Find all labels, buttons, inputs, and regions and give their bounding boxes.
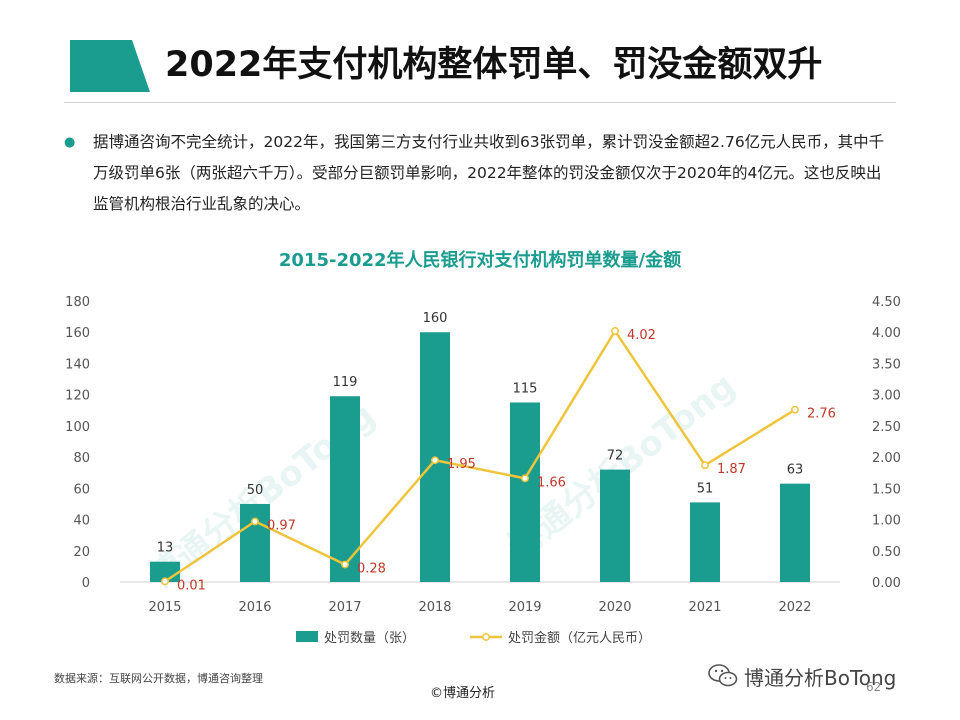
x-tick-label: 2020 — [598, 600, 631, 615]
line-point — [611, 327, 619, 335]
bar — [240, 503, 270, 582]
copyright-text: ©博通分析 — [430, 686, 496, 701]
title-accent-block — [70, 40, 150, 92]
x-tick-label: 2016 — [238, 600, 271, 615]
x-tick-label: 2018 — [418, 600, 451, 615]
legend-label-line: 处罚金额（亿元人民币） — [508, 630, 651, 646]
x-tick-label: 2021 — [688, 600, 721, 615]
y-right-tick-label: 0.00 — [872, 576, 901, 591]
y-left-tick-label: 160 — [65, 326, 90, 341]
bar — [690, 502, 720, 582]
bar-data-label: 63 — [787, 463, 804, 478]
y-left-tick-label: 40 — [73, 514, 90, 529]
line-point — [431, 456, 439, 465]
legend-label-bar: 处罚数量（张） — [324, 631, 415, 646]
wechat-icon — [708, 664, 738, 687]
y-right-tick-label: 2.00 — [872, 451, 901, 466]
bullet-dot-icon: ● — [64, 135, 76, 150]
y-right-tick-label: 4.00 — [872, 326, 901, 341]
y-right-tick-label: 0.50 — [872, 545, 901, 560]
bar-data-label: 72 — [607, 449, 624, 464]
line-data-label: 1.87 — [717, 462, 746, 477]
data-source-note: 数据来源：互联网公开数据，博通咨询整理 — [54, 672, 263, 685]
title-accent-shape — [70, 40, 150, 92]
summary-text: 据博通咨询不完全统计，2022年，我国第三方支付行业共收到63张罚单，累计罚没金… — [93, 133, 885, 213]
title-divider — [64, 102, 896, 103]
line-point — [251, 517, 259, 526]
bar-data-label: 50 — [247, 483, 264, 498]
line-point — [521, 474, 529, 483]
x-tick-label: 2019 — [508, 600, 541, 615]
y-right-tick-label: 1.50 — [872, 482, 901, 497]
line-data-label: 0.28 — [357, 562, 386, 577]
line-point — [791, 405, 799, 414]
bar — [600, 469, 630, 582]
amount-line — [164, 329, 796, 583]
y-right-tick-label: 3.00 — [872, 389, 901, 404]
y-right-tick-label: 1.00 — [872, 514, 901, 529]
legend-swatch-point — [482, 633, 490, 641]
line-data-label: 1.95 — [447, 457, 476, 472]
line-point — [341, 560, 349, 569]
y-right-tick-label: 4.50 — [872, 295, 901, 310]
y-left-tick-label: 180 — [65, 295, 90, 310]
wechat-badge: 博通分析BoTong — [708, 662, 896, 690]
bar — [510, 402, 540, 582]
y-left-tick-label: 120 — [65, 389, 90, 404]
summary-bullet: ● 据博通咨询不完全统计，2022年，我国第三方支付行业共收到63张罚单，累计罚… — [64, 127, 894, 220]
line-point — [161, 577, 169, 586]
y-left-tick-label: 80 — [73, 451, 90, 466]
line-data-label: 4.02 — [627, 328, 656, 343]
x-tick-label: 2022 — [778, 600, 811, 615]
bar-data-label: 51 — [697, 481, 714, 496]
bar-data-label: 160 — [423, 311, 448, 326]
x-tick-label: 2015 — [148, 600, 181, 615]
page-number: 62 — [866, 680, 882, 694]
line-data-label: 0.97 — [267, 518, 296, 533]
y-left-tick-label: 140 — [65, 357, 90, 372]
bar-data-label: 115 — [513, 381, 538, 396]
slide-title: 2022年支付机构整体罚单、罚没金额双升 — [165, 45, 823, 85]
y-right-tick-label: 2.50 — [872, 420, 901, 435]
y-right-tick-label: 3.50 — [872, 357, 901, 372]
chart-title: 2015-2022年人民银行对支付机构罚单数量/金额 — [278, 250, 682, 271]
line-point — [701, 461, 709, 470]
bar-data-label: 119 — [333, 375, 358, 390]
y-left-tick-label: 20 — [73, 545, 90, 560]
line-data-label: 0.01 — [177, 578, 206, 593]
line-data-label: 2.76 — [807, 407, 836, 422]
x-tick-label: 2017 — [328, 600, 361, 615]
y-left-tick-label: 60 — [73, 482, 90, 497]
legend-swatch-bar — [296, 631, 318, 642]
y-left-tick-label: 100 — [65, 420, 90, 435]
y-left-tick-label: 0 — [82, 576, 90, 591]
bar-data-label: 13 — [157, 541, 174, 556]
wechat-account-name: 博通分析BoTong — [744, 665, 897, 690]
line-data-label: 1.66 — [537, 475, 566, 490]
bar — [780, 483, 810, 582]
